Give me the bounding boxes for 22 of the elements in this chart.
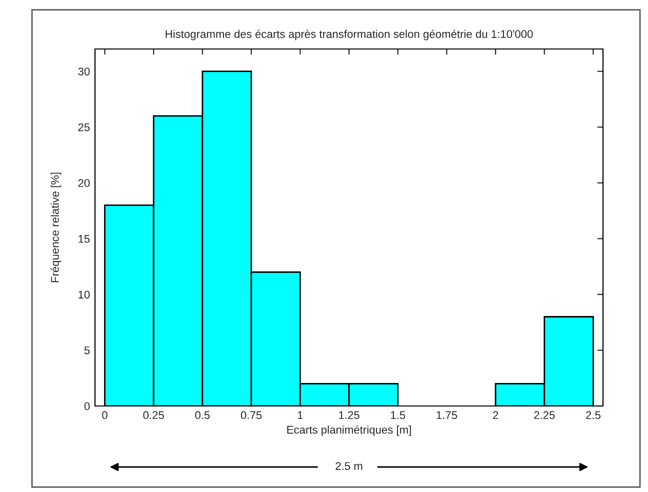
y-tick-label: 30 — [78, 68, 90, 76]
x-tick-label: 1.5 — [390, 411, 406, 420]
y-tick-label: 0 — [84, 402, 90, 410]
y-tick-label: 25 — [78, 123, 90, 132]
y-tick-label: 10 — [78, 290, 90, 299]
x-tick-label: 1.25 — [339, 411, 360, 420]
x-tick-label: 2.5 — [586, 411, 600, 420]
x-tick-label: 0.5 — [195, 411, 210, 420]
x-tick-label: 0 — [102, 411, 108, 420]
y-axis-title: Fréquence relative [%] — [50, 172, 62, 282]
x-tick-label: 0.75 — [240, 411, 262, 420]
chart-title: Histogramme des écarts après transformation selon géométrie du 1:10'000 — [166, 30, 533, 40]
y-tick-label: 15 — [78, 235, 90, 243]
x-tick-label: 1.75 — [436, 411, 458, 420]
x-tick-label: 2 — [493, 411, 498, 419]
y-tick-label: 20 — [78, 179, 90, 188]
x-tick-label: 2.25 — [534, 411, 555, 420]
x-tick-label: 1 — [298, 411, 303, 419]
text: 2.5 m — [336, 462, 362, 470]
y-tick-label: 5 — [84, 346, 90, 354]
x-tick-label: 0.25 — [143, 411, 164, 420]
x-axis-title: Ecarts planimétriques [m] — [287, 425, 411, 436]
